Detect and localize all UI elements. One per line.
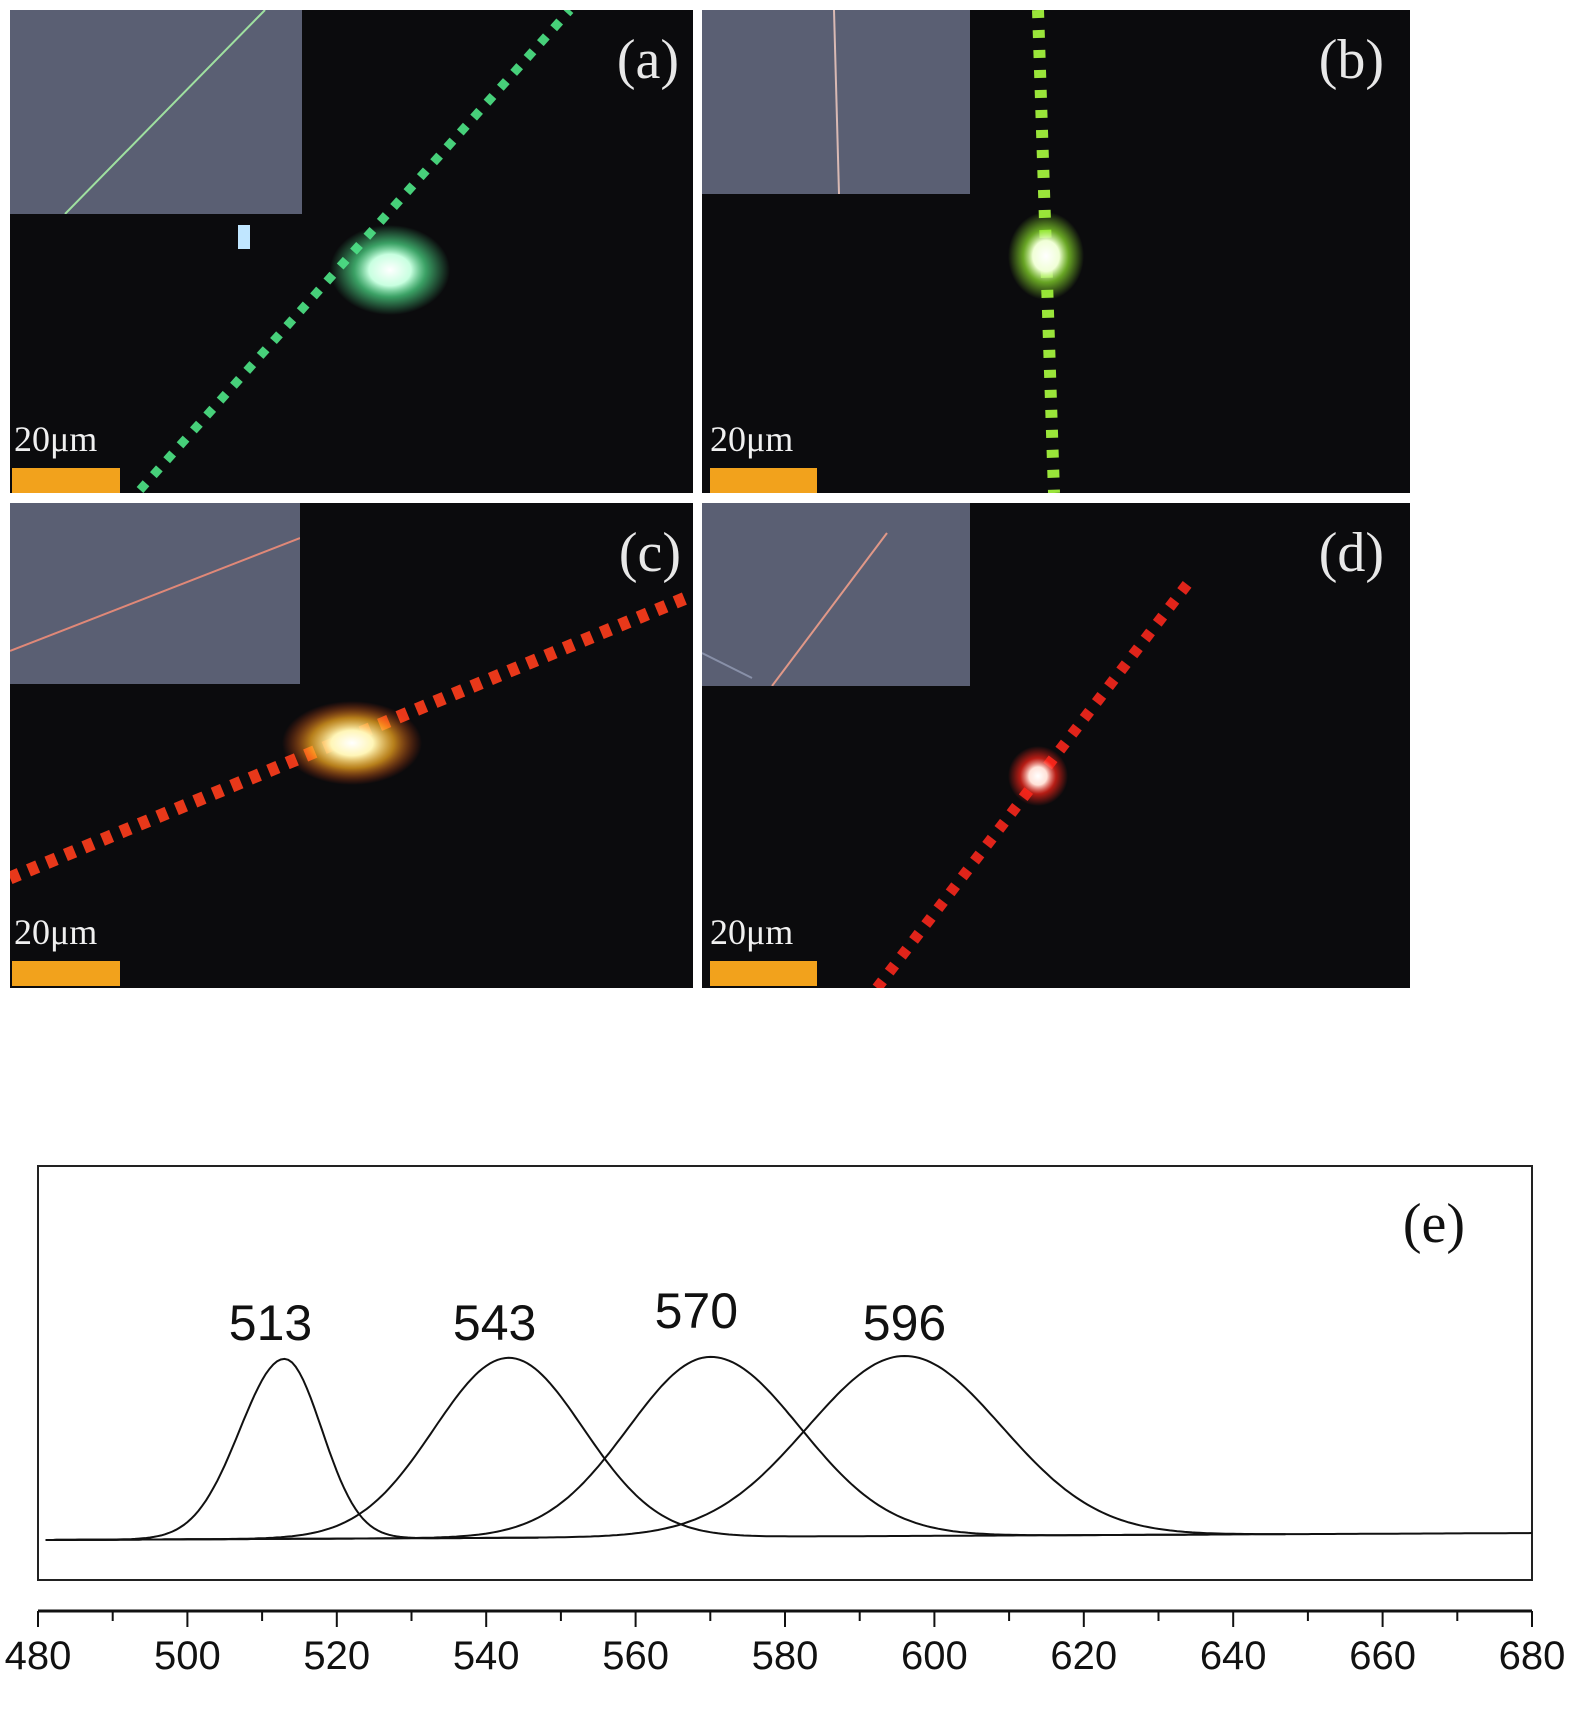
micrograph-panel-d: (d) 20μm — [702, 503, 1410, 988]
panel-label-b: (b) — [1318, 29, 1384, 91]
peak-label-513: 513 — [229, 1295, 312, 1351]
inset-brightfield-b — [702, 10, 970, 194]
spectrum-chart: (e) 513 543 570 596 480 500 520 540 560 580 600 62… — [5, 1165, 1566, 1678]
micrograph-panel-c: (c) 20μm — [10, 503, 693, 988]
wire-emission-d — [872, 574, 1197, 988]
x-tick-label: 540 — [453, 1634, 520, 1678]
wire-emission-c — [10, 588, 693, 885]
micrograph-panel-a: (a) 20μm — [10, 10, 693, 493]
wire-emission-b — [1008, 10, 1084, 493]
x-tick-label: 500 — [154, 1634, 221, 1678]
x-tick-label: 520 — [303, 1634, 370, 1678]
x-tick-label: 660 — [1349, 1634, 1416, 1678]
x-tick-label: 560 — [602, 1634, 669, 1678]
scale-label-b: 20μm — [710, 419, 794, 459]
x-tick-label: 480 — [5, 1634, 72, 1678]
spectrum-curve-596 — [45, 1354, 1533, 1541]
inset-brightfield-d — [702, 503, 970, 686]
scale-label-d: 20μm — [710, 912, 794, 952]
inset-brightfield-a — [10, 10, 302, 214]
x-tick-label: 600 — [901, 1634, 968, 1678]
x-tick-label: 640 — [1200, 1634, 1267, 1678]
scale-label-c: 20μm — [14, 912, 98, 952]
inset-brightfield-c — [10, 503, 300, 684]
x-tick-label: 680 — [1499, 1634, 1566, 1678]
scale-bar-d — [710, 961, 817, 986]
panel-label-c: (c) — [618, 522, 681, 584]
x-tick-label: 580 — [752, 1634, 819, 1678]
micrograph-panel-b: (b) 20μm — [702, 10, 1410, 493]
chart-panel-label: (e) — [1403, 1193, 1465, 1255]
x-tick-label: 620 — [1050, 1634, 1117, 1678]
wire-emission-a — [136, 10, 574, 493]
spectrum-curve-543 — [45, 1356, 1211, 1541]
panel-label-a: (a) — [616, 29, 679, 91]
scale-label-a: 20μm — [14, 419, 98, 459]
peak-label-543: 543 — [453, 1295, 536, 1351]
peak-label-570: 570 — [655, 1283, 738, 1339]
plot-frame — [37, 1165, 1533, 1581]
panel-label-d: (d) — [1318, 522, 1384, 584]
scale-bar-a — [12, 468, 120, 493]
peak-label-596: 596 — [863, 1295, 946, 1351]
scale-bar-c — [12, 961, 120, 986]
scale-bar-b — [710, 468, 817, 493]
